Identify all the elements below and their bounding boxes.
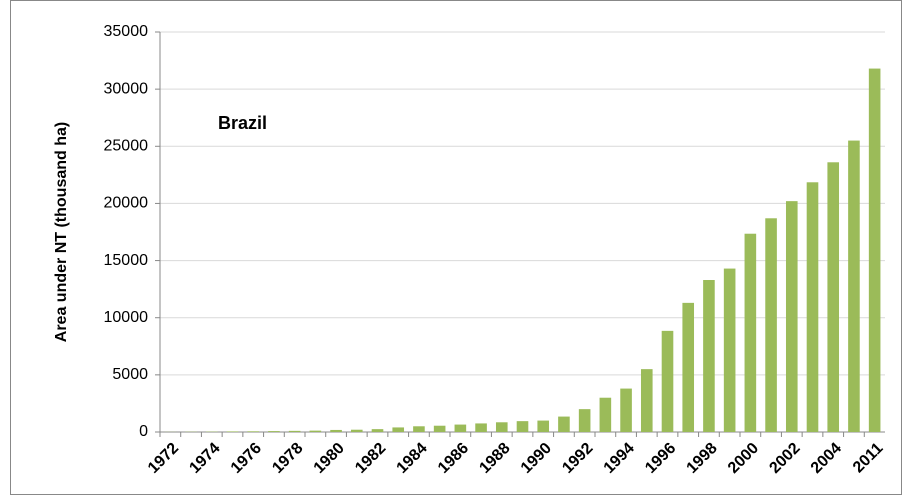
bar (765, 218, 777, 432)
y-tick-label: 25000 (104, 138, 149, 155)
bar (848, 140, 860, 433)
bar (723, 268, 736, 432)
y-tick-label: 20000 (104, 195, 149, 212)
bar (868, 68, 881, 433)
bar (599, 397, 612, 432)
bar (744, 233, 757, 432)
y-axis-label: Area under NT (thousand ha) (53, 122, 70, 342)
bar (682, 302, 695, 432)
bar (226, 431, 239, 432)
bar (537, 420, 550, 432)
bar (371, 429, 384, 432)
y-tick-label: 10000 (104, 309, 149, 326)
bar (558, 416, 570, 432)
bar (578, 409, 591, 432)
bar (495, 422, 508, 432)
bar (620, 388, 632, 432)
bar (309, 430, 322, 432)
bar (413, 426, 425, 432)
annotation: Brazil (218, 113, 267, 133)
bar (703, 280, 715, 432)
bar (516, 421, 529, 432)
bar (288, 430, 301, 432)
y-tick-label: 0 (139, 423, 148, 440)
bar (806, 182, 819, 432)
y-tick-label: 30000 (104, 80, 149, 97)
bar (827, 162, 840, 433)
y-tick-label: 35000 (104, 23, 149, 40)
bar (661, 330, 674, 432)
bar (392, 427, 405, 432)
bar (330, 429, 342, 432)
bar (475, 423, 487, 432)
bar (350, 429, 363, 432)
bar (640, 369, 653, 432)
y-tick-label: 15000 (104, 252, 149, 269)
bar (785, 201, 798, 432)
bar (247, 431, 260, 432)
bar (454, 424, 467, 432)
bar (433, 425, 446, 432)
y-tick-label: 5000 (112, 366, 148, 383)
bar (268, 431, 280, 432)
